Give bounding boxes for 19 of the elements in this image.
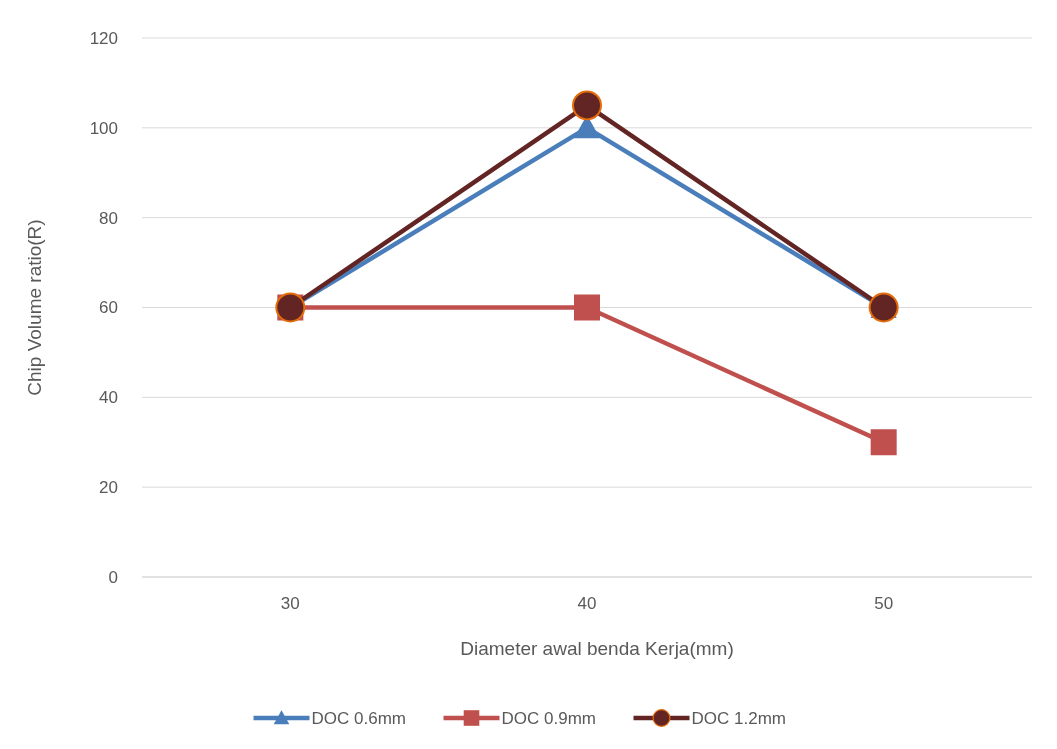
x-axis-title: Diameter awal benda Kerja(mm): [460, 638, 734, 659]
y-tick-label: 100: [89, 118, 118, 138]
y-tick-label: 120: [89, 28, 118, 48]
y-tick-label: 40: [99, 388, 118, 408]
legend-label: DOC 0.6mm: [311, 708, 406, 728]
x-tick-label: 50: [874, 594, 894, 613]
y-tick-label: 20: [99, 478, 118, 498]
point: [868, 292, 899, 323]
y-axis-title: Chip Volume ratio(R): [24, 219, 45, 396]
x-tick-label: 30: [280, 594, 300, 613]
y-tick-label: 0: [108, 567, 118, 587]
point: [572, 90, 602, 121]
x-tick-label: 40: [577, 594, 597, 613]
point: [870, 429, 897, 456]
point: [574, 294, 600, 321]
y-tick-label: 80: [99, 208, 118, 228]
y-tick-label: 60: [99, 298, 118, 318]
legend-label: DOC 1.2mm: [691, 708, 786, 728]
legend-label: DOC 0.9mm: [501, 708, 596, 728]
